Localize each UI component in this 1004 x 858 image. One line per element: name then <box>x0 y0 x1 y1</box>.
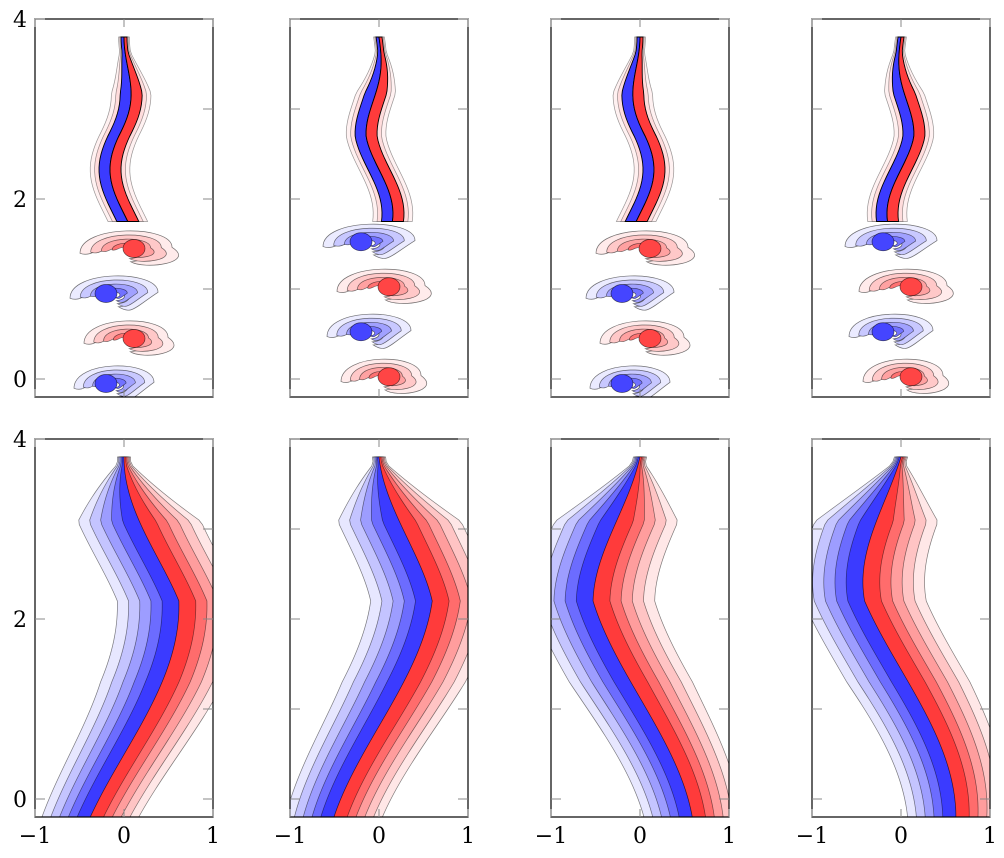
vortex-contour <box>322 223 416 259</box>
panel-1-2: −1 0 1 <box>535 438 736 849</box>
panel-0-1 <box>289 18 469 434</box>
vortex-contour <box>83 320 175 356</box>
panel-1-1: −1 0 1 <box>274 438 475 849</box>
x-tick-label: 0 <box>894 824 908 849</box>
vortex-contour <box>73 365 155 397</box>
vortex-contour <box>604 406 685 440</box>
panel-1-3: −1 0 1 <box>796 438 997 849</box>
y-tick-label: 4 <box>13 8 27 33</box>
y-tick-label: 4 <box>13 428 27 453</box>
vortex-contour <box>585 275 675 311</box>
y-tick-label: 0 <box>13 788 27 813</box>
x-tick-label: −1 <box>19 824 51 849</box>
vortex-contour <box>862 358 950 394</box>
vortex-contour <box>326 313 412 349</box>
vortex-contour <box>858 268 954 304</box>
x-tick-label: 1 <box>983 824 997 849</box>
vortex-contour <box>88 406 169 440</box>
vortex-contour <box>331 400 407 434</box>
vortex-contour <box>848 313 934 349</box>
vortex-contour <box>336 268 432 304</box>
panel-0-3 <box>811 18 991 434</box>
x-tick-label: 1 <box>722 824 736 849</box>
vortex-contour <box>599 320 691 356</box>
y-tick-label: 0 <box>13 368 27 393</box>
x-tick-label: −1 <box>535 824 567 849</box>
vortex-contour <box>69 275 159 311</box>
x-tick-label: 0 <box>117 824 131 849</box>
vortex-contour <box>853 400 929 434</box>
x-tick-label: 1 <box>461 824 475 849</box>
panel-0-2 <box>550 18 730 440</box>
x-tick-label: −1 <box>796 824 828 849</box>
x-tick-label: 1 <box>206 824 220 849</box>
y-tick-label: 2 <box>13 188 27 213</box>
vortex-contour <box>340 358 428 394</box>
x-tick-label: 0 <box>633 824 647 849</box>
vortex-contour <box>79 230 179 266</box>
vortex-contour <box>589 365 671 397</box>
panel-1-0: 0 2 4 −1 0 1 <box>13 428 220 849</box>
x-tick-label: −1 <box>274 824 306 849</box>
x-tick-label: 0 <box>372 824 386 849</box>
panel-0-0: 0 2 4 <box>13 8 214 440</box>
vortex-contour <box>844 223 938 259</box>
vortex-contour <box>595 230 695 266</box>
y-tick-label: 2 <box>13 608 27 633</box>
